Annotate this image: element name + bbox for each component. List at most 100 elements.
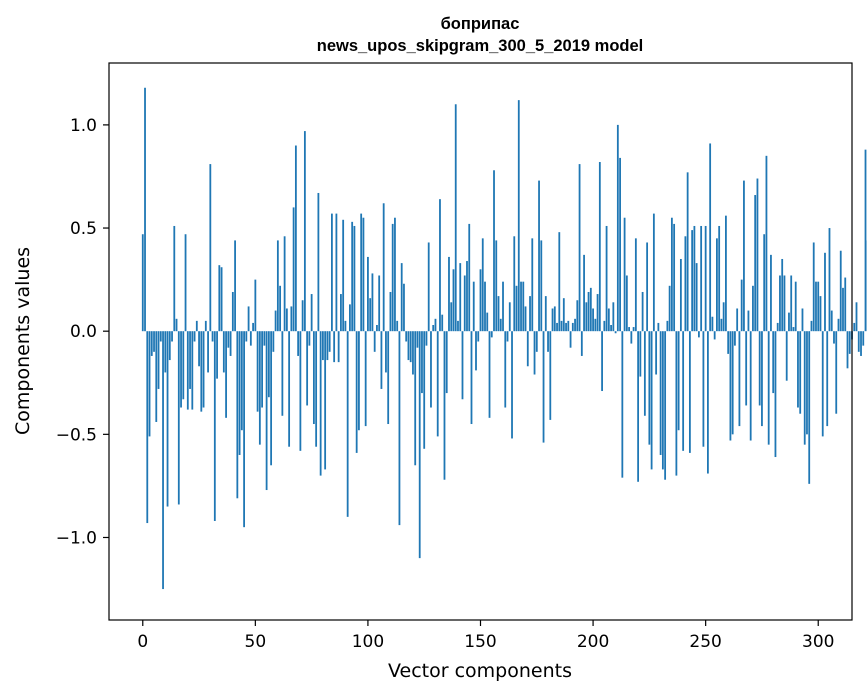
- bar-component-116: [403, 283, 405, 332]
- bar-component-166: [515, 285, 518, 332]
- bar-component-289: [792, 327, 795, 332]
- y-axis-label: Components values: [12, 247, 34, 435]
- bar-component-15: [175, 318, 178, 332]
- x-tick-label: 0: [137, 632, 148, 652]
- bar-component-230: [659, 331, 662, 455]
- bar-component-14: [173, 225, 176, 332]
- bar-component-44: [240, 331, 243, 431]
- bar-component-153: [486, 312, 489, 332]
- bar-component-135: [445, 331, 448, 394]
- bar-component-190: [569, 331, 572, 348]
- bar-component-276: [763, 234, 766, 332]
- bar-component-104: [376, 325, 378, 332]
- bar-component-105: [378, 275, 381, 332]
- bar-component-227: [652, 213, 655, 332]
- bar-component-71: [301, 300, 304, 332]
- bar-component-61: [279, 285, 282, 332]
- bar-component-69: [297, 331, 300, 356]
- bar-component-83: [328, 331, 331, 352]
- bar-component-157: [495, 240, 498, 332]
- bar-component-180: [547, 331, 549, 352]
- bar-component-117: [405, 331, 408, 342]
- bar-component-63: [283, 236, 286, 332]
- bar-component-321: [864, 149, 867, 332]
- bar-component-228: [655, 331, 658, 375]
- bar-component-19: [184, 234, 187, 332]
- bar-component-173: [531, 238, 534, 332]
- bar-component-31: [211, 331, 214, 342]
- bar-component-191: [571, 322, 574, 332]
- bar-component-219: [634, 238, 637, 332]
- bar-component-297: [810, 320, 813, 332]
- bar-component-33: [216, 331, 218, 379]
- bar-component-234: [668, 285, 671, 332]
- bar-component-221: [639, 331, 642, 377]
- bar-component-43: [238, 331, 241, 455]
- bar-component-270: [749, 331, 752, 441]
- bar-component-235: [670, 217, 673, 332]
- bar-component-305: [828, 228, 831, 332]
- x-tick-label: 150: [464, 632, 496, 652]
- bar-component-175: [535, 331, 538, 352]
- bar-component-285: [783, 275, 786, 332]
- bar-component-268: [745, 331, 748, 406]
- bar-component-54: [263, 331, 266, 346]
- bar-component-213: [621, 331, 624, 478]
- bar-component-196: [583, 254, 585, 332]
- bar-component-150: [479, 269, 482, 332]
- bar-component-107: [382, 203, 385, 332]
- bar-component-172: [529, 296, 531, 332]
- bar-component-58: [272, 331, 275, 352]
- bar-component-154: [488, 331, 491, 418]
- bar-component-23: [193, 331, 196, 342]
- bar-component-45: [243, 331, 245, 528]
- bar-component-115: [400, 263, 403, 332]
- bar-component-165: [513, 236, 516, 332]
- bar-component-7: [157, 331, 160, 389]
- bar-component-293: [801, 308, 804, 332]
- bar-component-254: [713, 331, 716, 340]
- bar-component-197: [585, 302, 588, 332]
- bar-component-307: [833, 331, 835, 344]
- bar-component-109: [387, 331, 390, 425]
- bar-component-184: [556, 322, 558, 332]
- bar-component-118: [407, 331, 410, 361]
- bar-component-9: [162, 331, 164, 590]
- bar-component-106: [380, 331, 383, 389]
- bar-component-108: [385, 331, 387, 373]
- bar-component-277: [765, 155, 768, 332]
- bar-component-40: [231, 291, 234, 332]
- bar-component-241: [684, 236, 687, 332]
- bar-component-103: [373, 331, 376, 352]
- y-tick-label: 1.0: [70, 116, 97, 136]
- bar-component-291: [797, 331, 799, 408]
- bar-component-90: [344, 320, 347, 332]
- bar-component-188: [565, 322, 567, 332]
- bar-component-13: [171, 331, 173, 342]
- bar-component-50: [254, 279, 257, 332]
- bar-component-21: [189, 331, 191, 389]
- bar-component-253: [711, 316, 714, 332]
- bar-component-148: [475, 331, 477, 371]
- bar-component-88: [340, 294, 342, 332]
- bar-component-163: [508, 302, 511, 332]
- bar-component-261: [729, 331, 732, 441]
- bar-component-66: [290, 306, 293, 332]
- bar-component-159: [499, 318, 502, 332]
- bar-component-294: [803, 331, 806, 445]
- bar-component-92: [349, 304, 351, 332]
- bar-component-288: [790, 275, 793, 332]
- bar-component-301: [819, 296, 822, 332]
- bar-component-26: [200, 331, 203, 412]
- bar-component-185: [558, 232, 561, 332]
- bar-component-156: [493, 170, 495, 332]
- bar-component-252: [709, 143, 712, 332]
- bar-component-287: [788, 312, 790, 332]
- bar-component-53: [261, 331, 263, 408]
- bar-component-120: [412, 331, 414, 375]
- bar-component-125: [423, 331, 426, 449]
- bar-component-86: [335, 213, 338, 332]
- bar-component-145: [468, 223, 471, 332]
- bar-component-245: [693, 225, 696, 332]
- bar-component-143: [463, 275, 466, 332]
